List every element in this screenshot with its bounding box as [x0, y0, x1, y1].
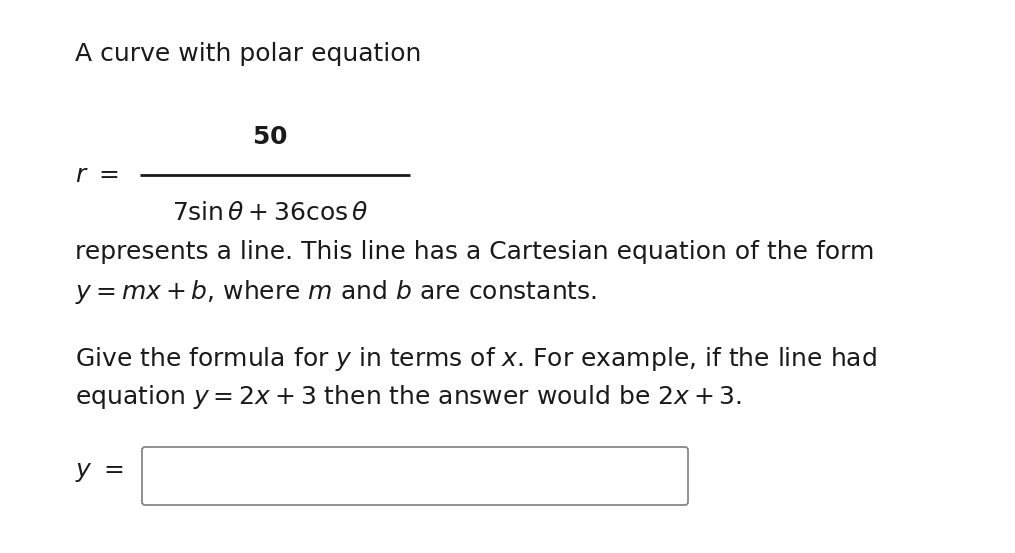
Text: represents a line. This line has a Cartesian equation of the form: represents a line. This line has a Carte…	[75, 240, 874, 264]
Text: $y = mx + b$, where $m$ and $b$ are constants.: $y = mx + b$, where $m$ and $b$ are cons…	[75, 278, 597, 306]
Text: $7\sin\theta + 36\cos\theta$: $7\sin\theta + 36\cos\theta$	[172, 201, 368, 225]
Text: equation $y = 2x + 3$ then the answer would be $2x + 3$.: equation $y = 2x + 3$ then the answer wo…	[75, 383, 742, 411]
Text: A curve with polar equation: A curve with polar equation	[75, 42, 421, 66]
Text: $y\ =$: $y\ =$	[75, 460, 124, 484]
FancyBboxPatch shape	[142, 447, 688, 505]
Text: Give the formula for $y$ in terms of $x$. For example, if the line had: Give the formula for $y$ in terms of $x$…	[75, 345, 877, 373]
Text: $\mathbf{50}$: $\mathbf{50}$	[252, 125, 288, 149]
Text: $r\ =$: $r\ =$	[75, 163, 119, 187]
